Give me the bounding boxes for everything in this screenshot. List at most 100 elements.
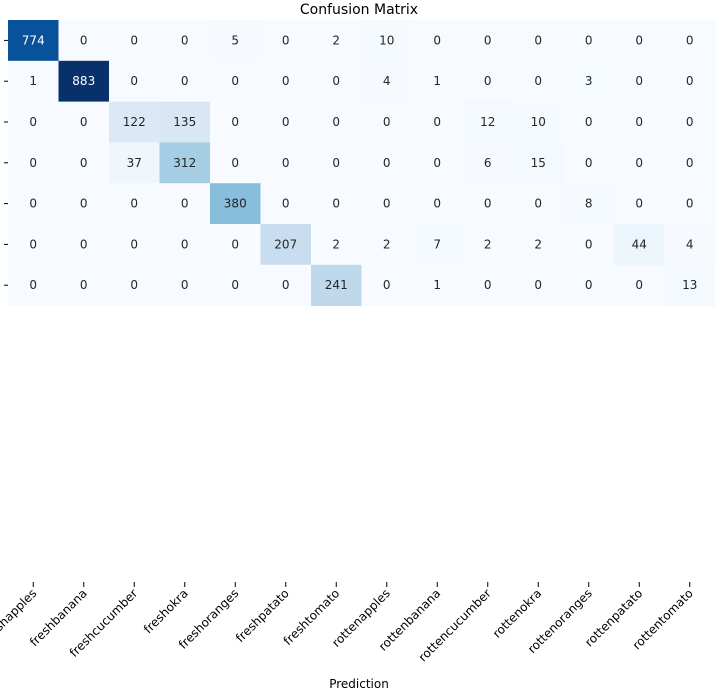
heatmap-cell-r3-c12 bbox=[614, 142, 665, 184]
cell-value-r4-c3: 0 bbox=[181, 197, 189, 211]
heatmap-cell-r3-c10 bbox=[513, 142, 564, 184]
heatmap-cell-r0-c3 bbox=[159, 20, 211, 62]
heatmap-cell-r5-c13 bbox=[664, 224, 716, 266]
heatmap-cell-r6-c4 bbox=[210, 264, 261, 307]
heatmap-cell-r1-c12 bbox=[614, 60, 665, 103]
cell-value-r6-c4: 0 bbox=[231, 278, 239, 292]
heatmap-cell-r1-c8 bbox=[412, 60, 463, 103]
heatmap-cell-r6-c0 bbox=[8, 264, 59, 307]
heatmap-cell-r6-c2 bbox=[109, 264, 160, 307]
heatmap-cell-r4-c11 bbox=[563, 183, 615, 225]
cell-value-r5-c4: 0 bbox=[231, 237, 239, 251]
heatmap-cell-r3-c0 bbox=[8, 142, 59, 184]
cell-value-r3-c11: 0 bbox=[585, 156, 593, 170]
heatmap-cell-r4-c9 bbox=[462, 183, 514, 225]
x-axis-label: Prediction bbox=[329, 677, 389, 691]
heatmap-cell-r1-c3 bbox=[159, 60, 211, 103]
cell-value-r2-c7: 0 bbox=[383, 115, 391, 129]
cell-value-r3-c6: 0 bbox=[332, 156, 340, 170]
cell-value-r0-c8: 0 bbox=[433, 33, 441, 47]
heatmap-cell-r5-c3 bbox=[159, 224, 211, 266]
heatmap-cell-r0-c5 bbox=[260, 20, 312, 62]
heatmap-cell-r6-c3 bbox=[159, 264, 211, 307]
cell-value-r2-c6: 0 bbox=[332, 115, 340, 129]
cell-value-r2-c12: 0 bbox=[635, 115, 643, 129]
cell-value-r2-c10: 10 bbox=[531, 115, 546, 129]
cell-value-r0-c0: 774 bbox=[22, 33, 45, 47]
heatmap-cell-r1-c2 bbox=[109, 60, 160, 103]
heatmap-cell-r0-c12 bbox=[614, 20, 665, 62]
heatmap-cell-r5-c7 bbox=[361, 224, 413, 266]
heatmap-cell-r1-c11 bbox=[563, 60, 615, 103]
cell-value-r0-c1: 0 bbox=[80, 33, 88, 47]
cell-value-r1-c9: 0 bbox=[484, 74, 492, 88]
cell-value-r2-c5: 0 bbox=[282, 115, 290, 129]
cell-value-r4-c0: 0 bbox=[29, 197, 37, 211]
cell-value-r4-c5: 0 bbox=[282, 197, 290, 211]
heatmap-cell-r2-c13 bbox=[664, 101, 716, 143]
cell-value-r4-c2: 0 bbox=[130, 197, 138, 211]
cell-value-r5-c9: 2 bbox=[484, 237, 492, 251]
heatmap-cell-r2-c10 bbox=[513, 101, 564, 143]
heatmap-cell-r2-c12 bbox=[614, 101, 665, 143]
cell-value-r1-c13: 0 bbox=[686, 74, 694, 88]
cell-value-r3-c0: 0 bbox=[29, 156, 37, 170]
heatmap-cell-r0-c11 bbox=[563, 20, 615, 62]
cell-value-r3-c2: 37 bbox=[127, 156, 142, 170]
heatmap-cell-r5-c10 bbox=[513, 224, 564, 266]
cell-value-r5-c7: 2 bbox=[383, 237, 391, 251]
cell-value-r2-c4: 0 bbox=[231, 115, 239, 129]
heatmap-cell-r0-c13 bbox=[664, 20, 716, 62]
cell-value-r5-c8: 7 bbox=[433, 237, 441, 251]
cell-value-r1-c3: 0 bbox=[181, 74, 189, 88]
cell-value-r5-c12: 44 bbox=[632, 237, 647, 251]
cell-value-r1-c2: 0 bbox=[130, 74, 138, 88]
heatmap-cell-r0-c1 bbox=[58, 20, 110, 62]
cell-value-r3-c12: 0 bbox=[635, 156, 643, 170]
cell-value-r5-c10: 2 bbox=[534, 237, 542, 251]
heatmap-cell-r4-c5 bbox=[260, 183, 312, 225]
cell-value-r5-c3: 0 bbox=[181, 237, 189, 251]
cell-value-r6-c12: 0 bbox=[635, 278, 643, 292]
cell-value-r4-c4: 380 bbox=[224, 197, 247, 211]
cell-value-r6-c11: 0 bbox=[585, 278, 593, 292]
cell-value-r2-c13: 0 bbox=[686, 115, 694, 129]
heatmap-cell-r2-c7 bbox=[361, 101, 413, 143]
cell-value-r4-c8: 0 bbox=[433, 197, 441, 211]
cell-value-r5-c6: 2 bbox=[332, 237, 340, 251]
cell-value-r5-c13: 4 bbox=[686, 237, 694, 251]
heatmap-cell-r4-c2 bbox=[109, 183, 160, 225]
cell-value-r6-c9: 0 bbox=[484, 278, 492, 292]
cell-value-r2-c8: 0 bbox=[433, 115, 441, 129]
cell-value-r0-c9: 0 bbox=[484, 33, 492, 47]
heatmap-cell-r4-c4 bbox=[210, 183, 261, 225]
cell-value-r5-c5: 207 bbox=[274, 237, 297, 251]
heatmap-cell-r4-c3 bbox=[159, 183, 211, 225]
cell-value-r3-c9: 6 bbox=[484, 156, 492, 170]
cell-value-r0-c11: 0 bbox=[585, 33, 593, 47]
heatmap-cell-r6-c9 bbox=[462, 264, 514, 307]
cell-value-r2-c3: 135 bbox=[173, 115, 196, 129]
heatmap-cell-r0-c10 bbox=[513, 20, 564, 62]
heatmap-cell-r1-c1 bbox=[58, 60, 110, 103]
cell-value-r2-c2: 122 bbox=[123, 115, 146, 129]
cell-value-r3-c10: 15 bbox=[531, 156, 546, 170]
heatmap-cell-r1-c10 bbox=[513, 60, 564, 103]
cell-value-r6-c7: 0 bbox=[383, 278, 391, 292]
cell-value-r4-c6: 0 bbox=[332, 197, 340, 211]
heatmap-cell-r0-c8 bbox=[412, 20, 463, 62]
cell-value-r4-c1: 0 bbox=[80, 197, 88, 211]
cell-value-r4-c10: 0 bbox=[534, 197, 542, 211]
heatmap-cell-r3-c6 bbox=[311, 142, 362, 184]
cell-value-r4-c9: 0 bbox=[484, 197, 492, 211]
cell-value-r0-c12: 0 bbox=[635, 33, 643, 47]
heatmap-cell-r3-c8 bbox=[412, 142, 463, 184]
cell-value-r5-c11: 0 bbox=[585, 237, 593, 251]
cell-value-r1-c12: 0 bbox=[635, 74, 643, 88]
cell-value-r6-c5: 0 bbox=[282, 278, 290, 292]
cell-value-r6-c3: 0 bbox=[181, 278, 189, 292]
heatmap-cell-r2-c4 bbox=[210, 101, 261, 143]
x-tick-label-10: rottenokra bbox=[490, 586, 544, 640]
